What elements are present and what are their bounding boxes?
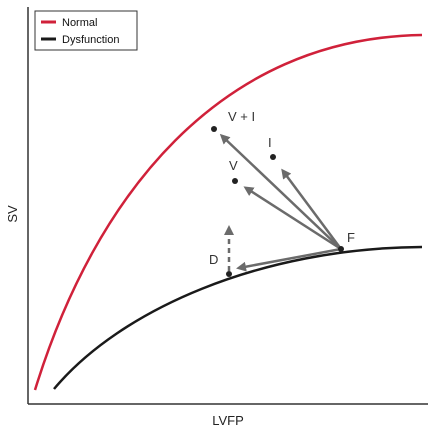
- point-labels: F V + I I V D: [209, 109, 355, 267]
- arrow-to-vi: [219, 133, 342, 250]
- point-vi: [211, 126, 217, 132]
- y-axis-label: SV: [5, 205, 20, 223]
- label-f: F: [347, 230, 355, 245]
- axes: SV LVFP: [5, 7, 428, 428]
- legend: Normal Dysfunction: [34, 10, 138, 51]
- arrow-to-d: [236, 247, 342, 272]
- label-v: V: [229, 158, 238, 173]
- label-d: D: [209, 252, 218, 267]
- points: [211, 126, 344, 277]
- arrow-to-i: [281, 168, 343, 250]
- point-d: [226, 271, 232, 277]
- point-i: [270, 154, 276, 160]
- legend-label-normal: Normal: [62, 17, 97, 29]
- label-vi: V + I: [228, 109, 255, 124]
- legend-label-dysfunction: Dysfunction: [62, 34, 119, 46]
- x-axis-label: LVFP: [212, 413, 244, 428]
- label-i: I: [268, 135, 272, 150]
- legend-box: [34, 10, 138, 51]
- normal-curve: [33, 33, 423, 391]
- dysfunction-curve: [53, 245, 423, 390]
- point-v: [232, 178, 238, 184]
- point-f: [338, 246, 344, 252]
- arrows: [219, 133, 343, 272]
- arrow-to-v: [243, 186, 342, 251]
